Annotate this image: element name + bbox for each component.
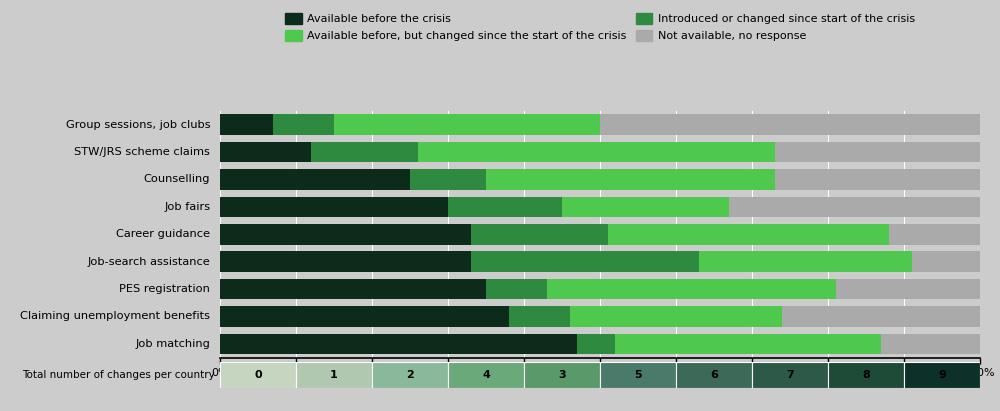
Bar (220, 362, 296, 388)
Bar (676, 362, 752, 388)
Bar (570, 306, 782, 327)
Text: 5: 5 (634, 370, 642, 380)
Bar (220, 169, 410, 190)
Bar (486, 279, 547, 299)
Bar (486, 169, 775, 190)
Text: 4: 4 (482, 370, 490, 380)
Bar (311, 142, 418, 162)
Text: 9: 9 (938, 370, 946, 380)
Bar (372, 362, 448, 388)
Bar (881, 334, 980, 354)
Text: 1: 1 (330, 370, 338, 380)
Bar (752, 362, 828, 388)
Bar (836, 279, 980, 299)
Bar (273, 114, 334, 135)
Bar (220, 114, 273, 135)
Bar (220, 252, 471, 272)
Bar (220, 306, 509, 327)
Bar (220, 279, 486, 299)
Text: 8: 8 (862, 370, 870, 380)
Text: Total number of changes per country: Total number of changes per country (22, 370, 215, 380)
Bar (615, 334, 881, 354)
Bar (608, 224, 889, 245)
Bar (334, 114, 600, 135)
Bar (471, 252, 699, 272)
Bar (775, 142, 980, 162)
Bar (729, 196, 980, 217)
Bar (471, 224, 608, 245)
Bar (220, 224, 471, 245)
Bar (600, 114, 980, 135)
Bar (600, 362, 676, 388)
Bar (775, 169, 980, 190)
Legend: Available before the crisis, Available before, but changed since the start of th: Available before the crisis, Available b… (282, 10, 918, 45)
Bar (524, 362, 600, 388)
Bar (904, 362, 980, 388)
Bar (562, 196, 729, 217)
Text: 0: 0 (254, 370, 262, 380)
Bar (418, 142, 775, 162)
Bar (220, 196, 448, 217)
Text: 6: 6 (710, 370, 718, 380)
Bar (296, 362, 372, 388)
Bar (220, 334, 577, 354)
Bar (410, 169, 486, 190)
Bar (547, 279, 836, 299)
Text: 7: 7 (786, 370, 794, 380)
Bar (912, 252, 980, 272)
Bar (448, 362, 524, 388)
Bar (828, 362, 904, 388)
Bar (889, 224, 980, 245)
Bar (509, 306, 570, 327)
Text: 2: 2 (406, 370, 414, 380)
Bar (782, 306, 980, 327)
Bar (577, 334, 615, 354)
Bar (448, 196, 562, 217)
Bar (220, 142, 311, 162)
Text: 3: 3 (558, 370, 566, 380)
Bar (699, 252, 912, 272)
